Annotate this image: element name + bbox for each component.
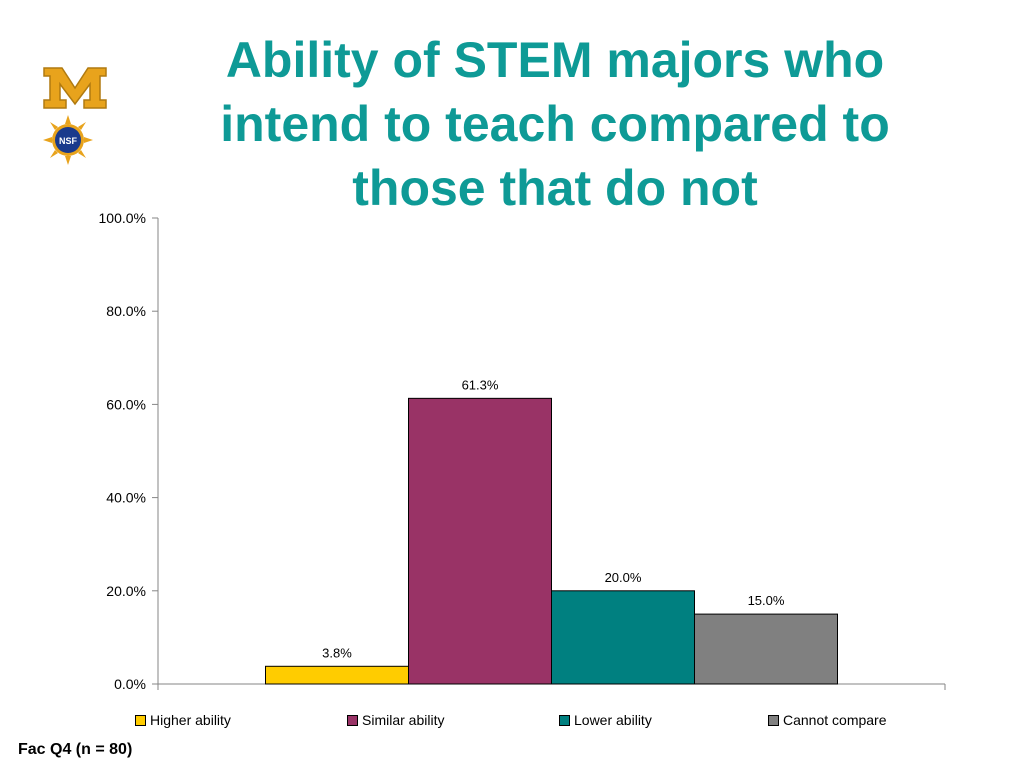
y-tick-label: 20.0% [106, 583, 146, 599]
footnote: Fac Q4 (n = 80) [18, 741, 133, 758]
legend-label-cannot: Cannot compare [783, 712, 887, 728]
y-tick-label: 100.0% [99, 210, 146, 226]
data-label-lower-ability: 20.0% [605, 570, 642, 585]
legend-swatch-higher [135, 714, 146, 726]
chart-data-labels: 3.8% 61.3% 20.0% 15.0% [322, 377, 785, 660]
bar-lower-ability [551, 590, 695, 685]
y-tick-label: 60.0% [106, 396, 146, 412]
chart-legend: Higher ability Similar ability Lower abi… [0, 709, 1024, 731]
bar-similar-ability [408, 397, 552, 685]
legend-swatch-lower [559, 714, 570, 726]
svg-text:NSF: NSF [59, 136, 78, 146]
legend-item-higher: Higher ability [135, 712, 231, 728]
nsf-seal-logo: NSF [43, 115, 93, 165]
legend-label-higher: Higher ability [150, 712, 231, 728]
slide-title: Ability of STEM majors who intend to tea… [220, 32, 890, 216]
legend-swatch-cannot [768, 714, 779, 726]
chart-bars [265, 397, 838, 685]
data-label-similar-ability: 61.3% [462, 377, 499, 392]
legend-swatch-similar [347, 714, 358, 726]
data-label-cannot-compare: 15.0% [748, 593, 785, 608]
university-m-logo [43, 67, 107, 109]
legend-label-similar: Similar ability [362, 712, 445, 728]
y-tick-label: 0.0% [114, 676, 146, 692]
y-tick-label: 80.0% [106, 303, 146, 319]
legend-item-cannot: Cannot compare [768, 712, 887, 728]
legend-item-similar: Similar ability [347, 712, 444, 728]
data-label-higher-ability: 3.8% [322, 645, 352, 660]
legend-label-lower: Lower ability [574, 712, 652, 728]
bar-higher-ability [265, 665, 409, 685]
legend-item-lower: Lower ability [559, 712, 652, 728]
y-tick-label: 40.0% [106, 490, 146, 506]
bar-cannot-compare [694, 613, 838, 685]
